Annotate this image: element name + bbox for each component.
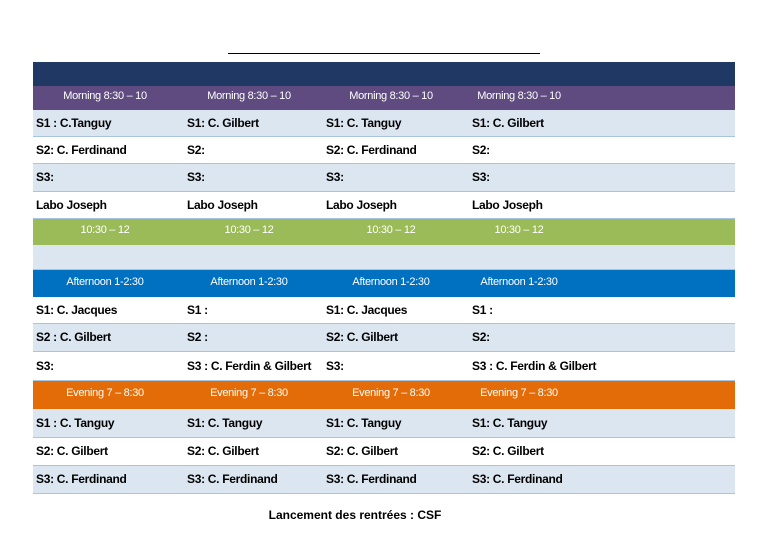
- table-cell: S1 : C.Tanguy: [36, 115, 112, 130]
- table-cell: S3:: [187, 170, 205, 184]
- table-row: [33, 110, 735, 137]
- table-cell: S2: C. Ferdinand: [36, 142, 127, 157]
- table-cell: S3:: [36, 170, 54, 184]
- table-cell: S2:: [472, 142, 490, 157]
- section-header-band: [33, 86, 735, 110]
- table-row: [33, 352, 735, 381]
- table-cell: S2: C. Gilbert: [326, 330, 398, 344]
- table-cell: S1: C. Gilbert: [187, 115, 259, 130]
- table-cell: Labo Joseph: [187, 197, 258, 212]
- table-cell: Labo Joseph: [472, 197, 543, 212]
- table-cell: S3: C. Ferdinand: [472, 472, 563, 486]
- section-header: 10:30 – 12: [366, 224, 416, 236]
- table-cell: S3 : C. Ferdin & Gilbert: [472, 358, 597, 373]
- table-row: [33, 438, 735, 466]
- table-cell: S3: C. Ferdinand: [187, 472, 278, 486]
- table-cell: S3:: [326, 358, 344, 373]
- table-row: [33, 297, 735, 324]
- table-row: [33, 137, 735, 164]
- section-header: Morning 8:30 – 10: [207, 90, 291, 102]
- table-cell: Labo Joseph: [326, 197, 397, 212]
- section-header: 10:30 – 12: [224, 224, 274, 236]
- table-cell: S2:: [187, 142, 205, 157]
- table-cell: S2 : C. Gilbert: [36, 330, 111, 344]
- table-row: [33, 192, 735, 219]
- section-header: 10:30 – 12: [80, 224, 130, 236]
- section-header: Morning 8:30 – 10: [477, 90, 561, 102]
- section-header: Morning 8:30 – 10: [349, 90, 433, 102]
- table-cell: S3:: [472, 170, 490, 184]
- table-cell: S1: C. Tanguy: [326, 115, 402, 130]
- section-header: Afternoon 1-2:30: [66, 275, 144, 288]
- table-row: [33, 324, 735, 352]
- section-header-band: [33, 270, 735, 297]
- table-cell: S1: C. Tanguy: [326, 415, 402, 430]
- table-cell: S2: C. Gilbert: [36, 444, 108, 458]
- section-header-band: [33, 219, 735, 245]
- section-header: Afternoon 1-2:30: [210, 275, 288, 288]
- table-cell: S3 : C. Ferdin & Gilbert: [187, 358, 312, 373]
- table-cell: Labo Joseph: [36, 197, 107, 212]
- table-cell: S1 : C. Tanguy: [36, 415, 115, 430]
- top-rule: [228, 53, 540, 54]
- title-band: [33, 62, 735, 86]
- table-cell: S2: C. Ferdinand: [326, 142, 417, 157]
- table-cell: S3:: [326, 170, 344, 184]
- section-header: Morning 8:30 – 10: [63, 90, 147, 102]
- section-header: 10:30 – 12: [494, 224, 544, 236]
- table-cell: S2: C. Gilbert: [326, 444, 398, 458]
- empty-row: [33, 245, 735, 270]
- section-header: Evening 7 – 8:30: [66, 387, 144, 399]
- table-cell: S1: C. Gilbert: [472, 115, 544, 130]
- section-header: Evening 7 – 8:30: [480, 387, 558, 399]
- table-cell: S1 :: [187, 302, 208, 317]
- footer: Lancement des rentrées : CSF: [268, 508, 442, 522]
- table-cell: S2: C. Gilbert: [472, 444, 544, 458]
- table-cell: S1 :: [472, 302, 493, 317]
- table-cell: S1: C. Tanguy: [187, 415, 263, 430]
- section-header: Afternoon 1-2:30: [480, 275, 558, 288]
- table-row: [33, 466, 735, 494]
- table-cell: S2:: [472, 330, 490, 344]
- table-cell: S3: C. Ferdinand: [36, 472, 127, 486]
- table-cell: S1: C. Jacques: [36, 302, 118, 317]
- table-cell: S3:: [36, 358, 54, 373]
- table-row: [33, 409, 735, 438]
- table-row: [33, 164, 735, 192]
- section-header: Evening 7 – 8:30: [352, 387, 430, 399]
- table-cell: S1: C. Jacques: [326, 302, 408, 317]
- table-cell: S3: C. Ferdinand: [326, 472, 417, 486]
- section-header-band: [33, 381, 735, 409]
- table-cell: S2: C. Gilbert: [187, 444, 259, 458]
- section-header: Evening 7 – 8:30: [210, 387, 288, 399]
- table-cell: S1: C. Tanguy: [472, 415, 548, 430]
- table-cell: S2 :: [187, 330, 208, 344]
- section-header: Afternoon 1-2:30: [352, 275, 430, 288]
